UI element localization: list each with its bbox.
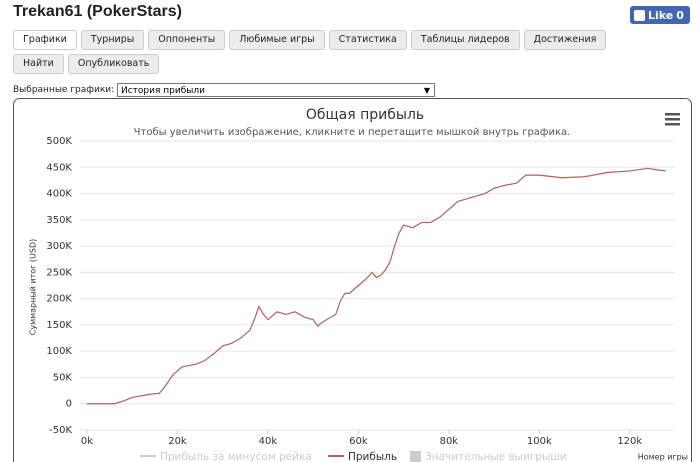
y-tick-label: 400K <box>46 189 72 200</box>
x-tick-label: 100k <box>527 436 552 447</box>
chart-title: Общая прибыль <box>306 107 424 123</box>
y-tick-label: 100K <box>46 346 72 357</box>
x-tick-label: 120k <box>617 436 642 447</box>
legend-label[interactable]: Прибыль <box>348 451 397 462</box>
x-tick-label: 20k <box>168 436 187 447</box>
y-tick-label: 500K <box>46 136 72 147</box>
profit-line <box>87 167 667 405</box>
y-tick-label: 150K <box>46 320 72 331</box>
tab[interactable]: Достижения <box>523 30 607 50</box>
x-tick-label: 60k <box>349 436 368 447</box>
tab[interactable]: Турниры <box>80 30 145 50</box>
tab[interactable]: Графики <box>13 30 77 50</box>
tab[interactable]: Оппоненты <box>148 30 226 50</box>
fb-icon <box>634 9 645 21</box>
y-tick-label: 200K <box>46 294 72 305</box>
chart-frame <box>13 98 692 462</box>
y-tick-label: 250K <box>46 267 72 278</box>
legend-symbol <box>410 451 421 462</box>
like-count: 0 <box>676 8 684 22</box>
tab[interactable]: Статистика <box>328 30 407 50</box>
x-tick-label: 80k <box>440 436 459 447</box>
y-tick-label: 50K <box>53 372 73 383</box>
menu-icon[interactable] <box>665 113 680 126</box>
like-label: Like <box>648 8 674 22</box>
tab[interactable]: Любимые игры <box>229 30 325 50</box>
selector-label: Выбранные графики: <box>13 85 115 95</box>
selector-value: История прибыли <box>121 86 205 96</box>
dropdown-arrow: ▼ <box>423 86 430 95</box>
chart-subtitle: Чтобы увеличить изображение, кликните и … <box>134 127 571 138</box>
x-axis-label: Номер игры <box>638 453 688 462</box>
y-axis-label: Суммарный итог (USD) <box>29 239 38 336</box>
x-tick-label: 40k <box>259 436 278 447</box>
y-tick-label: 300K <box>46 241 72 252</box>
y-tick-label: 450K <box>46 162 72 173</box>
selector[interactable]: История прибыли ▼ <box>117 83 435 97</box>
x-tick-label: 0k <box>81 436 93 447</box>
tab[interactable]: Таблицы лидеров <box>410 30 520 50</box>
like-button[interactable]: Like 0 <box>630 6 690 24</box>
tab[interactable]: Опубликовать <box>67 54 160 74</box>
tab[interactable]: Найти <box>13 54 64 74</box>
y-tick-label: -50K <box>49 425 72 436</box>
page-title: Trekan61 (PokerStars) <box>13 3 182 20</box>
tabs: Графики Турниры Оппоненты Любимые игры Стати… <box>13 30 633 74</box>
legend-label[interactable]: Прибыль за минусом рейка <box>160 451 312 462</box>
legend-label[interactable]: Значительные выигрыши <box>425 451 567 462</box>
y-tick-label: 0 <box>66 399 72 410</box>
y-tick-label: 350K <box>46 215 72 226</box>
